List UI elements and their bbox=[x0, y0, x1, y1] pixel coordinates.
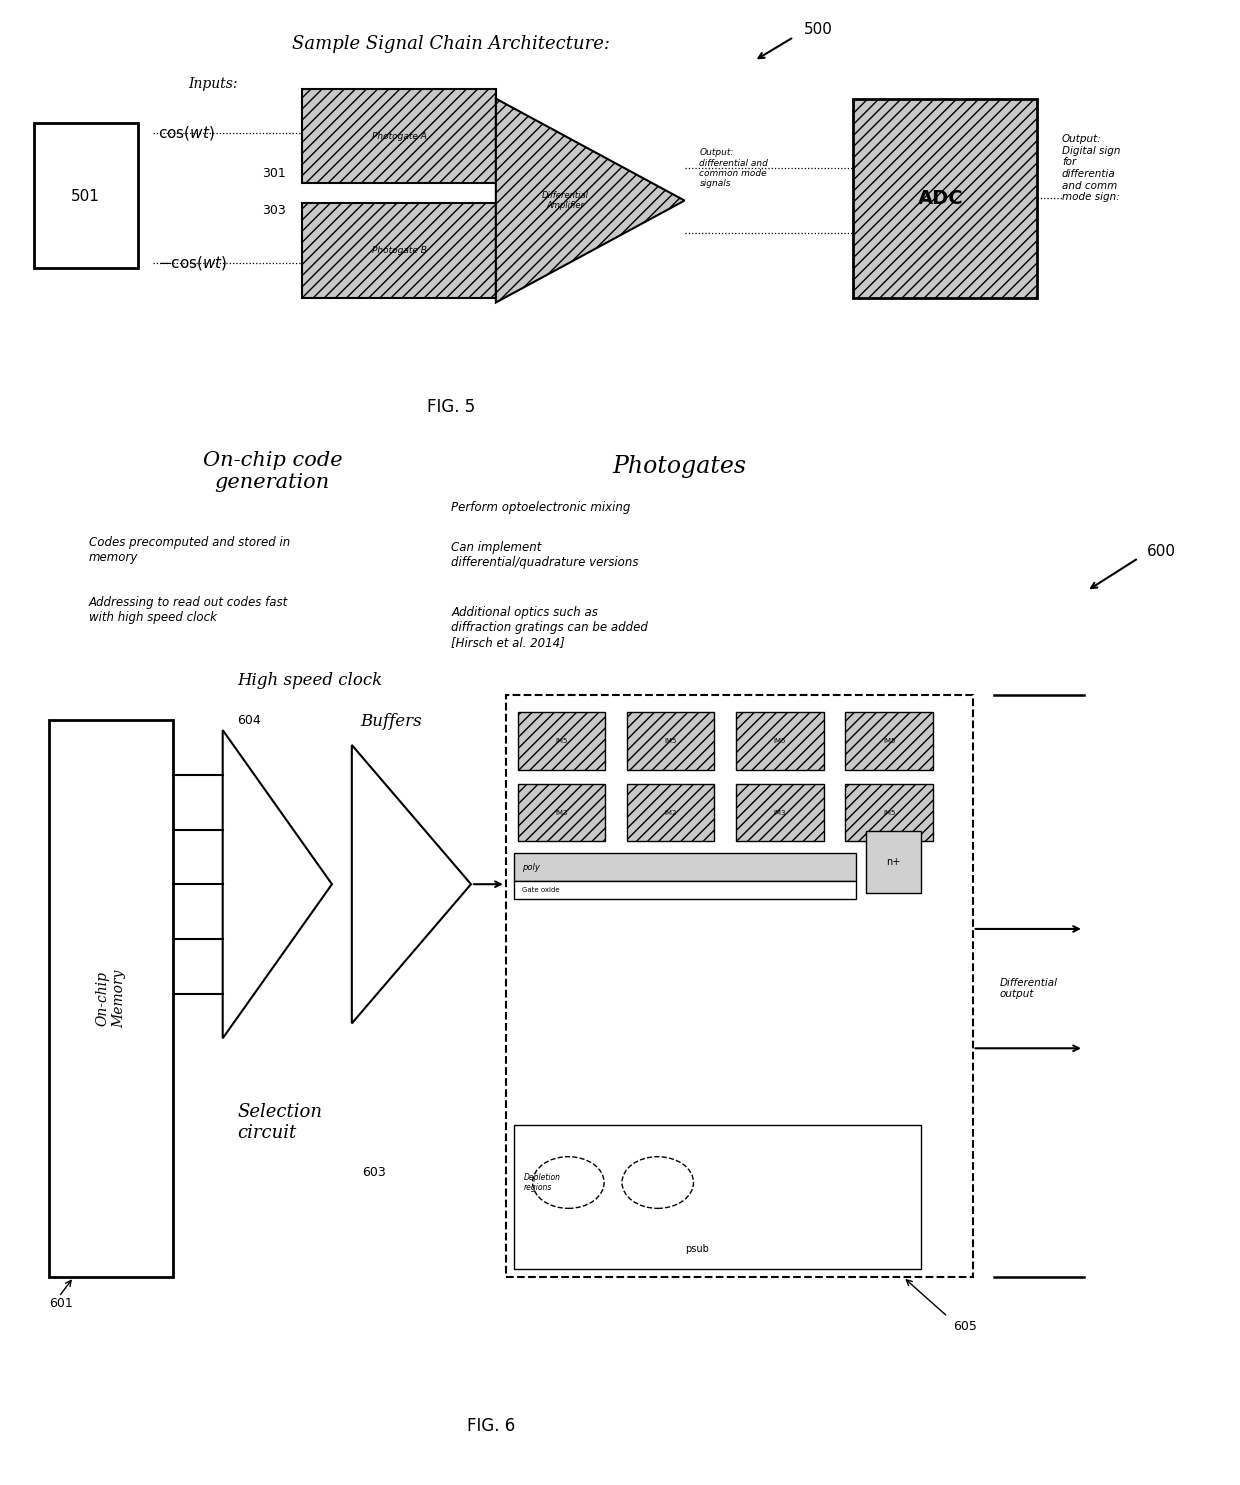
Bar bbox=[867, 832, 921, 892]
Bar bbox=[517, 713, 605, 769]
Text: 601: 601 bbox=[48, 1298, 73, 1310]
Text: On-chip
Memory: On-chip Memory bbox=[95, 970, 126, 1028]
Text: Additional optics such as
diffraction gratings can be added
[Hirsch et al. 2014]: Additional optics such as diffraction gr… bbox=[451, 606, 649, 649]
Text: 500: 500 bbox=[804, 21, 832, 37]
Text: 301: 301 bbox=[263, 166, 286, 180]
Bar bbox=[303, 203, 496, 297]
Bar bbox=[627, 713, 714, 769]
Text: ADC: ADC bbox=[918, 189, 963, 208]
Text: Perform optoelectronic mixing: Perform optoelectronic mixing bbox=[451, 502, 630, 514]
Text: IM3: IM3 bbox=[556, 809, 568, 815]
Text: Output:
Digital sign
for
differentia
and comm
mode sign:: Output: Digital sign for differentia and… bbox=[1061, 134, 1121, 202]
Bar bbox=[513, 1124, 921, 1270]
Text: Selection
circuit: Selection circuit bbox=[238, 1103, 322, 1142]
Text: 604: 604 bbox=[238, 714, 262, 726]
Text: Depletion
regions: Depletion regions bbox=[523, 1173, 560, 1192]
Bar bbox=[627, 784, 714, 842]
Text: $\cos(wt)$: $\cos(wt)$ bbox=[159, 125, 215, 143]
Text: On-chip code
generation: On-chip code generation bbox=[202, 451, 342, 492]
Text: Addressing to read out codes fast
with high speed clock: Addressing to read out codes fast with h… bbox=[88, 595, 288, 624]
Text: Gate oxide: Gate oxide bbox=[522, 887, 559, 892]
Polygon shape bbox=[223, 731, 332, 1038]
Text: $-\cos(wt)$: $-\cos(wt)$ bbox=[159, 254, 228, 272]
Bar bbox=[513, 854, 857, 881]
Text: n+: n+ bbox=[887, 857, 900, 867]
Text: poly: poly bbox=[522, 863, 539, 872]
Text: Differential
output: Differential output bbox=[999, 977, 1058, 999]
Text: IM5: IM5 bbox=[883, 738, 895, 744]
Text: Inputs:: Inputs: bbox=[188, 77, 237, 91]
Text: Sample Signal Chain Architecture:: Sample Signal Chain Architecture: bbox=[293, 36, 610, 53]
Text: 501: 501 bbox=[71, 189, 100, 203]
Text: 303: 303 bbox=[263, 203, 286, 217]
Bar bbox=[517, 784, 605, 842]
Text: High speed clock: High speed clock bbox=[238, 671, 383, 689]
Text: Can implement
differential/quadrature versions: Can implement differential/quadrature ve… bbox=[451, 541, 639, 569]
Polygon shape bbox=[496, 98, 684, 303]
Text: 600: 600 bbox=[1147, 544, 1176, 558]
Bar bbox=[513, 881, 857, 898]
Text: 605: 605 bbox=[952, 1320, 977, 1334]
Text: IM2: IM2 bbox=[665, 809, 677, 815]
Text: IM5: IM5 bbox=[774, 738, 786, 744]
Bar bbox=[853, 98, 1037, 297]
Ellipse shape bbox=[622, 1157, 693, 1209]
Text: Photogate A: Photogate A bbox=[372, 132, 427, 141]
Text: psub: psub bbox=[686, 1244, 709, 1255]
Text: IM5: IM5 bbox=[556, 738, 568, 744]
Text: Photogate B: Photogate B bbox=[372, 247, 427, 255]
Text: Output:
differential and
common mode
signals: Output: differential and common mode sig… bbox=[699, 148, 769, 189]
Text: Codes precomputed and stored in
memory: Codes precomputed and stored in memory bbox=[88, 536, 290, 564]
Bar bbox=[846, 713, 932, 769]
Bar bbox=[737, 713, 823, 769]
Bar bbox=[737, 784, 823, 842]
Text: IM3: IM3 bbox=[774, 809, 786, 815]
Text: IM5: IM5 bbox=[665, 738, 677, 744]
Text: FIG. 5: FIG. 5 bbox=[427, 398, 475, 416]
Text: Buffers: Buffers bbox=[361, 713, 423, 731]
Text: FIG. 6: FIG. 6 bbox=[466, 1417, 515, 1435]
Text: 603: 603 bbox=[362, 1166, 386, 1179]
Bar bbox=[846, 784, 932, 842]
Bar bbox=[506, 695, 972, 1277]
Bar bbox=[33, 123, 138, 267]
Text: Photogates: Photogates bbox=[613, 454, 746, 478]
Bar bbox=[303, 89, 496, 183]
Polygon shape bbox=[352, 745, 471, 1023]
Text: Differential
Amplifier: Differential Amplifier bbox=[542, 192, 589, 211]
Text: IM5: IM5 bbox=[883, 809, 895, 815]
Ellipse shape bbox=[533, 1157, 604, 1209]
Bar bbox=[48, 720, 174, 1277]
